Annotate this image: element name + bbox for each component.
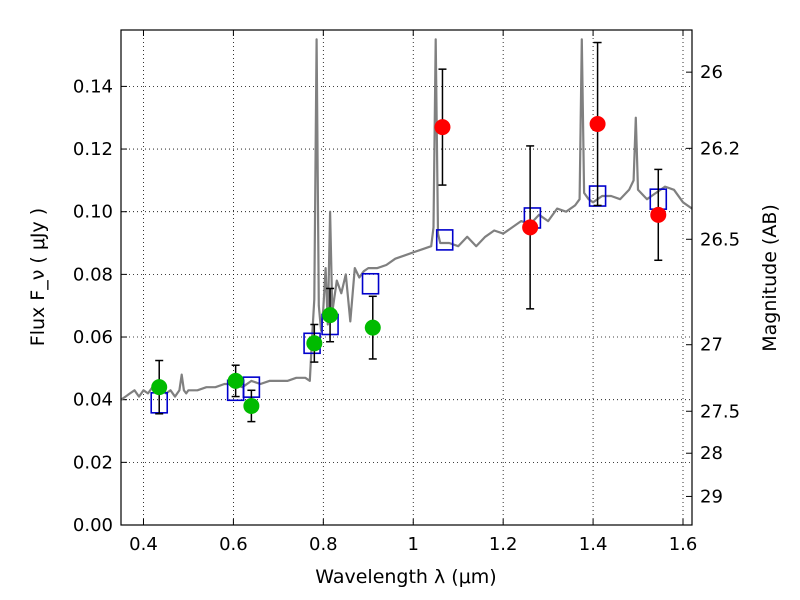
y-tick-label: 0.00 — [73, 515, 113, 536]
observed-point — [322, 307, 339, 324]
x-tick-label: 1.6 — [669, 534, 698, 555]
x-tick-label: 1.4 — [579, 534, 608, 555]
model-square-point — [435, 229, 454, 251]
y-axis-label: Flux F_ν ( μJy ) — [27, 208, 49, 346]
observed-point — [306, 335, 323, 352]
right-axis-label: Magnitude (AB) — [759, 204, 781, 352]
y-tick-label: 0.02 — [73, 452, 113, 473]
observed-points-layer — [151, 115, 667, 414]
plot-frame — [120, 29, 693, 526]
x-tick-label: 1.2 — [489, 534, 518, 555]
x-tick-label: 1 — [408, 534, 419, 555]
y-tick-label: 0.10 — [73, 202, 113, 223]
model-square-point — [361, 272, 380, 295]
observed-point — [650, 206, 667, 223]
y-tick-label: 0.04 — [73, 390, 113, 411]
error-bars-layer — [155, 41, 663, 423]
x-tick-label: 0.8 — [309, 534, 338, 555]
grid-lines — [121, 30, 692, 526]
x-tick-label: 0.6 — [219, 534, 248, 555]
right-tick-label: 27.5 — [700, 401, 740, 422]
observed-point — [434, 119, 451, 136]
plot-area — [121, 38, 692, 423]
right-tick-label: 29 — [700, 486, 723, 507]
y-tick-label: 0.14 — [73, 76, 113, 97]
x-axis-ticks: 0.4 0.6 0.8 1 1.2 1.4 1.6 — [129, 30, 697, 555]
right-tick-label: 26.2 — [700, 138, 740, 159]
right-axis-ticks: 26 26.2 26.5 27 27.5 28 29 — [686, 62, 740, 507]
observed-point — [522, 219, 539, 236]
y-axis-ticks: 0.00 0.02 0.04 0.06 0.08 0.10 0.12 0.14 — [73, 76, 127, 536]
x-axis-label: Wavelength λ (μm) — [315, 566, 496, 588]
spectrum-layer — [121, 38, 692, 401]
observed-point — [364, 319, 381, 336]
x-tick-label: 0.4 — [129, 534, 158, 555]
y-tick-label: 0.06 — [73, 327, 113, 348]
observed-point — [227, 372, 244, 389]
observed-point — [151, 379, 168, 396]
y-tick-label: 0.08 — [73, 264, 113, 285]
right-tick-label: 27 — [700, 335, 723, 356]
right-tick-label: 26 — [700, 62, 723, 83]
observed-point — [243, 397, 260, 414]
right-tick-label: 28 — [700, 443, 723, 464]
observed-point — [589, 115, 606, 132]
right-tick-label: 26.5 — [700, 229, 740, 250]
y-tick-label: 0.12 — [73, 139, 113, 160]
spectrum-line — [121, 38, 692, 401]
